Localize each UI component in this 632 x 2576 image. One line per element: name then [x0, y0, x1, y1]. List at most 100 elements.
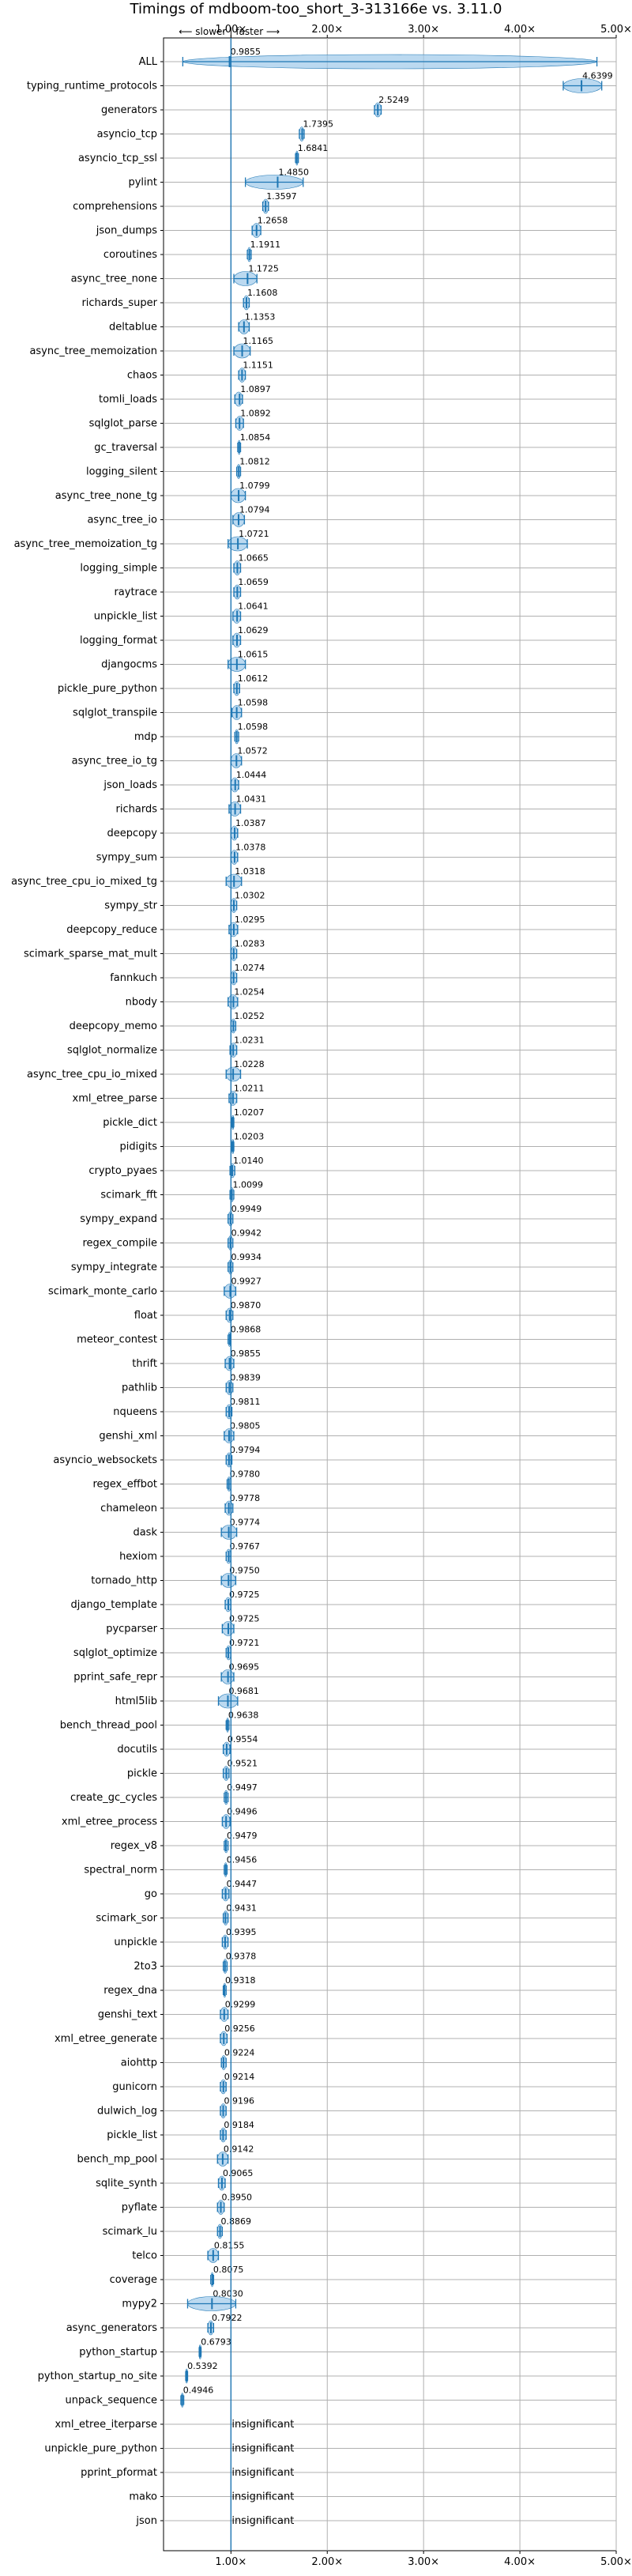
- value-label: 0.9855: [231, 1348, 261, 1359]
- benchmark-label: pickle_pure_python: [58, 683, 157, 695]
- benchmark-label: chaos: [127, 370, 157, 382]
- benchmark-label: sympy_sum: [96, 852, 157, 864]
- benchmark-label: xml_etree_iterparse: [55, 2419, 157, 2431]
- value-label: 1.0812: [239, 457, 270, 467]
- value-label: 0.9196: [224, 2096, 255, 2106]
- value-label: 1.0231: [234, 1035, 265, 1046]
- value-label: 1.0572: [237, 746, 268, 756]
- value-label: 0.9431: [226, 1903, 257, 1914]
- value-label: 0.9456: [227, 1855, 258, 1865]
- value-label: 1.0794: [239, 505, 270, 515]
- benchmark-label: async_generators: [66, 2322, 158, 2334]
- benchmark-label: unpickle_list: [94, 611, 157, 623]
- value-label: 0.8950: [222, 2193, 253, 2203]
- value-label: 1.0892: [240, 409, 271, 419]
- benchmark-label: sqlglot_transpile: [73, 707, 157, 719]
- value-label: 1.0203: [234, 1132, 265, 1142]
- value-label: 1.1911: [250, 239, 281, 250]
- x-tick-label-top: 1.00×: [215, 24, 246, 36]
- value-label: 1.0228: [234, 1059, 265, 1069]
- value-label: 0.9811: [230, 1397, 261, 1407]
- benchmark-label: deltablue: [109, 322, 157, 334]
- x-tick-label-bottom: 2.00×: [311, 2556, 343, 2568]
- benchmark-label: asyncio_tcp_ssl: [78, 153, 157, 164]
- benchmark-label: chameleon: [100, 1503, 157, 1514]
- benchmark-label: meteor_contest: [77, 1334, 157, 1346]
- benchmark-label: sqlglot_normalize: [67, 1045, 157, 1057]
- value-label: 0.9780: [230, 1469, 261, 1480]
- benchmark-label: fannkuch: [110, 972, 157, 984]
- benchmark-label: async_tree_none_tg: [55, 490, 157, 502]
- x-tick-label-top: 2.00×: [311, 24, 343, 36]
- benchmark-label: logging_silent: [86, 466, 157, 478]
- benchmark-label: generators: [101, 104, 157, 116]
- benchmark-label: hexiom: [119, 1551, 157, 1563]
- value-label: 0.9681: [228, 1686, 259, 1696]
- value-label: 1.0598: [238, 698, 269, 708]
- benchmark-label: djangocms: [101, 659, 157, 671]
- benchmark-label: richards_super: [81, 297, 157, 309]
- value-label: 4.6399: [582, 71, 613, 81]
- benchmark-label: tornado_http: [91, 1575, 157, 1587]
- benchmark-label: async_tree_none: [71, 273, 157, 285]
- value-label: 0.9214: [224, 2072, 255, 2082]
- value-label: 1.6841: [298, 143, 329, 153]
- benchmark-label: crypto_pyaes: [88, 1165, 157, 1177]
- value-label: 1.0207: [234, 1107, 265, 1118]
- value-label: 0.9318: [225, 1975, 256, 1986]
- value-label: 0.9870: [231, 1300, 261, 1311]
- value-label: 1.0431: [236, 794, 267, 805]
- value-label: 0.9794: [230, 1445, 261, 1455]
- value-label: 0.9721: [229, 1638, 260, 1648]
- value-label: 0.9395: [226, 1927, 257, 1937]
- value-label: 1.0854: [240, 432, 271, 443]
- value-label: 1.0378: [235, 843, 266, 853]
- value-label: 0.9521: [228, 1759, 258, 1769]
- benchmark-label: mdp: [134, 731, 157, 743]
- benchmark-label: python_startup_no_site: [38, 2370, 157, 2382]
- benchmark-label: logging_simple: [80, 563, 157, 575]
- value-label: 1.0318: [235, 866, 265, 877]
- benchmark-label: regex_v8: [111, 1840, 157, 1852]
- value-label: 0.9855: [231, 47, 261, 57]
- benchmark-label: coverage: [110, 2274, 157, 2286]
- value-label: 1.1353: [245, 312, 276, 322]
- x-tick-label-bottom: 3.00×: [408, 2556, 439, 2568]
- value-label: 1.1151: [243, 360, 273, 371]
- benchmark-label: gc_traversal: [94, 442, 157, 454]
- benchmark-label: scimark_sparse_mat_mult: [24, 949, 157, 960]
- benchmark-label: scimark_lu: [103, 2226, 157, 2238]
- value-label: 0.6793: [201, 2337, 231, 2348]
- value-label: 0.9447: [227, 1879, 258, 1889]
- benchmark-label: regex_dna: [103, 1985, 157, 1997]
- x-tick-label-bottom: 5.00×: [600, 2556, 632, 2568]
- insignificant-label: insignificant: [231, 2443, 294, 2455]
- benchmark-label: async_tree_memoization_tg: [14, 538, 157, 550]
- benchmark-label: genshi_xml: [99, 1431, 157, 1443]
- benchmark-label: sympy_integrate: [71, 1262, 157, 1273]
- benchmark-label: logging_format: [80, 635, 157, 647]
- value-label: 1.0721: [239, 529, 269, 539]
- benchmark-label: asyncio_tcp: [97, 129, 157, 141]
- benchmark-label: xml_etree_parse: [73, 1093, 157, 1105]
- benchmark-label: thrift: [132, 1358, 157, 1370]
- benchmark-label: float: [134, 1310, 157, 1322]
- value-label: 0.5392: [187, 2361, 218, 2371]
- benchmark-label: pidigits: [120, 1141, 158, 1153]
- benchmark-label: raytrace: [114, 586, 157, 598]
- value-label: 1.0659: [238, 577, 269, 587]
- insignificant-label: insignificant: [231, 2515, 294, 2527]
- benchmark-label: regex_compile: [82, 1238, 157, 1250]
- value-label: 0.9695: [229, 1662, 260, 1673]
- x-tick-label-bottom: 4.00×: [504, 2556, 536, 2568]
- value-label: 0.9774: [230, 1518, 261, 1528]
- value-label: 0.9479: [227, 1831, 258, 1841]
- value-label: 1.0283: [235, 939, 265, 949]
- benchmark-label: deepcopy: [107, 828, 157, 839]
- value-label: 1.7395: [303, 119, 333, 130]
- benchmark-label: unpickle_pure_python: [44, 2443, 157, 2455]
- value-label: 1.0295: [235, 915, 265, 925]
- benchmark-label: pickle_list: [107, 2129, 157, 2141]
- benchmark-label: deepcopy_reduce: [66, 924, 157, 936]
- value-label: 1.0274: [235, 963, 265, 973]
